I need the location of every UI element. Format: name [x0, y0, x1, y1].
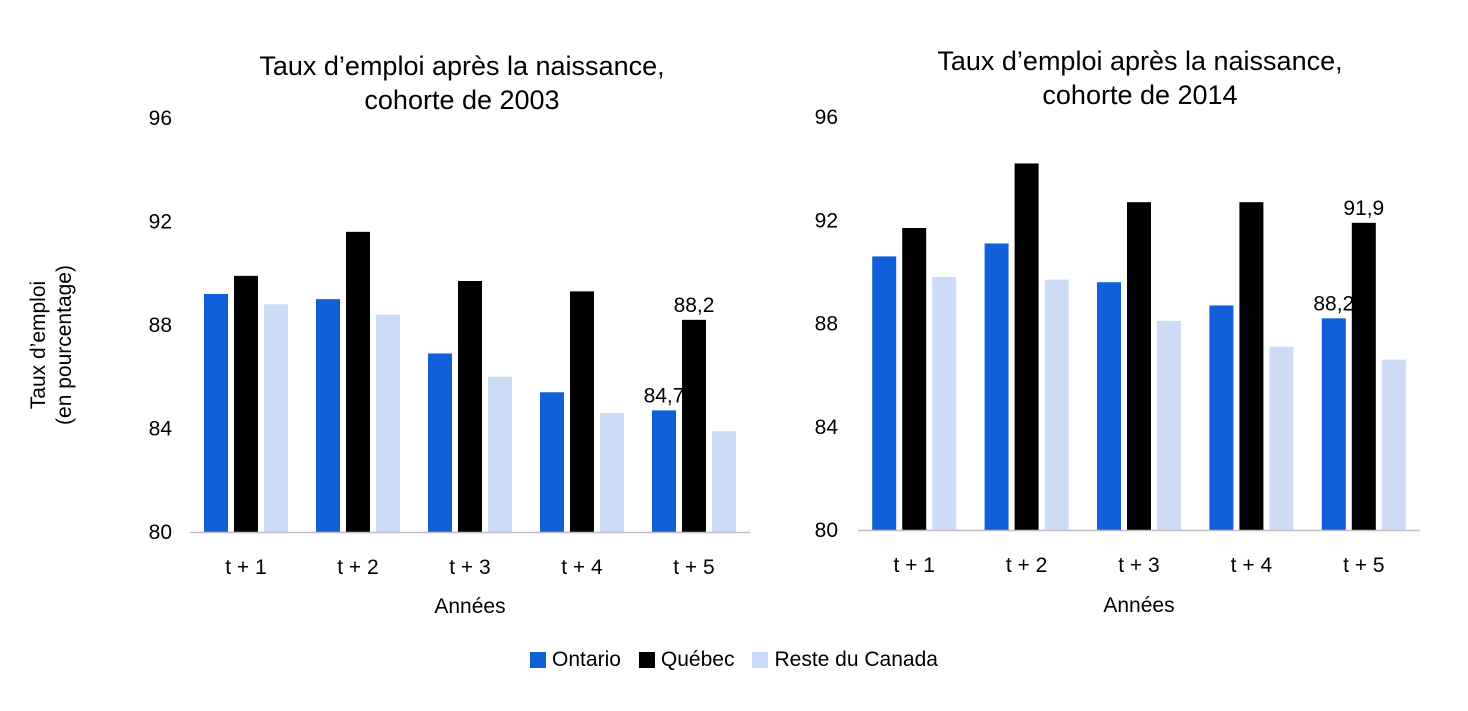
chart-2-bar-québec-1: [902, 227, 927, 530]
chart-1-category-label-5: t + 5: [673, 556, 714, 579]
y-axis-title-line-1: (en pourcentage): [53, 265, 76, 425]
legend-item-quebec: Québec: [638, 648, 735, 672]
chart-2-ytick-92: 92: [815, 209, 838, 232]
chart-1-bar-reste-du-canada-1: [264, 304, 288, 532]
chart-2-bar-reste-du-canada-4: [1269, 346, 1294, 530]
chart-2-category-label-5: t + 5: [1343, 554, 1384, 577]
chart-1-bar-reste-du-canada-4: [600, 412, 624, 532]
chart-1-ytick-92: 92: [149, 211, 172, 234]
chart-2-category-label-2: t + 2: [1006, 554, 1047, 577]
chart-2-ytick-84: 84: [815, 416, 839, 439]
chart-2-data-label-0: 88,2: [1313, 292, 1354, 315]
legend: Ontario Québec Reste du Canada: [0, 648, 1468, 672]
y-axis-title-line-0: Taux d’emploi: [27, 281, 50, 409]
chart-2-bar-reste-du-canada-2: [1044, 279, 1069, 530]
chart-1-bar-ontario-3: [428, 353, 452, 532]
chart-2-bar-reste-du-canada-3: [1157, 320, 1181, 530]
legend-label-ontario: Ontario: [552, 648, 621, 671]
chart-1: Taux d’emploi après la naissance, cohorte…: [149, 51, 750, 618]
chart-2-bar-reste-du-canada-1: [932, 277, 957, 530]
chart-2-bar-ontario-3: [1097, 282, 1121, 530]
legend-item-ontario: Ontario: [530, 648, 621, 672]
chart-2-category-label-1: t + 1: [893, 554, 934, 577]
y-axis-title: Taux d’emploi (en pourcentage): [27, 265, 76, 425]
chart-2-bar-québec-3: [1127, 202, 1151, 530]
legend-swatch-quebec: [638, 652, 655, 668]
chart-1-bar-reste-du-canada-2: [376, 314, 400, 532]
chart-2-title-line-1: cohorte de 2014: [1042, 80, 1237, 110]
chart-1-bar-ontario-1: [204, 293, 228, 532]
chart-1-x-axis-title: Années: [434, 595, 505, 618]
chart-2-bar-québec-4: [1239, 202, 1264, 530]
chart-1-data-label-1: 88,2: [674, 294, 715, 317]
chart-1-title-line-1: cohorte de 2003: [364, 85, 559, 115]
chart-2-ytick-88: 88: [815, 313, 838, 336]
chart-1-ytick-88: 88: [149, 314, 172, 337]
chart-1-category-label-3: t + 3: [449, 556, 490, 579]
chart-2-category-label-4: t + 4: [1231, 554, 1273, 577]
legend-swatch-ontario: [530, 652, 547, 668]
legend-item-reste-du-canada: Reste du Canada: [752, 648, 938, 672]
chart-1-bar-ontario-4: [540, 392, 564, 532]
chart-1-bar-québec-2: [346, 231, 370, 532]
chart-1-bar-québec-1: [234, 275, 258, 532]
chart-2-bar-ontario-4: [1209, 305, 1234, 530]
chart-1-ytick-84: 84: [149, 418, 173, 441]
chart-1-bar-québec-3: [458, 281, 482, 532]
chart-1-bar-ontario-2: [316, 299, 340, 532]
chart-2-bar-québec-5: [1351, 222, 1376, 531]
chart-1-bar-québec-4: [570, 291, 594, 532]
legend-label-quebec: Québec: [660, 648, 735, 671]
chart-1-bar-québec-5: [682, 319, 706, 532]
chart-1-bar-reste-du-canada-3: [488, 376, 512, 532]
chart-2-title-line-0: Taux d’emploi après la naissance,: [937, 46, 1342, 76]
chart-2-bar-reste-du-canada-5: [1381, 359, 1406, 530]
chart-1-category-label-1: t + 1: [225, 556, 266, 579]
chart-1-data-label-0: 84,7: [644, 384, 685, 407]
chart-1-bar-reste-du-canada-5: [712, 431, 736, 532]
chart-1-bar-ontario-5: [652, 410, 676, 532]
chart-2: Taux d’emploi après la naissance, cohorte…: [815, 46, 1420, 617]
chart-2-bar-ontario-1: [872, 256, 897, 530]
chart-2-ytick-80: 80: [815, 519, 838, 542]
chart-2-data-label-1: 91,9: [1343, 197, 1384, 220]
chart-1-category-label-2: t + 2: [337, 556, 378, 579]
legend-label-reste-du-canada: Reste du Canada: [774, 648, 938, 671]
chart-1-ytick-80: 80: [149, 521, 172, 544]
chart-2-x-axis-title: Années: [1103, 594, 1174, 617]
chart-2-category-label-3: t + 3: [1118, 554, 1159, 577]
chart-2-bar-ontario-5: [1321, 318, 1346, 530]
legend-swatch-reste-du-canada: [752, 652, 769, 668]
chart-1-title-line-0: Taux d’emploi après la naissance,: [259, 51, 664, 81]
chart-2-bar-québec-2: [1014, 163, 1039, 530]
chart-2-ytick-96: 96: [815, 106, 838, 129]
chart-1-category-label-4: t + 4: [561, 556, 603, 579]
chart-1-ytick-96: 96: [149, 107, 172, 130]
chart-2-bar-ontario-2: [984, 243, 1009, 530]
